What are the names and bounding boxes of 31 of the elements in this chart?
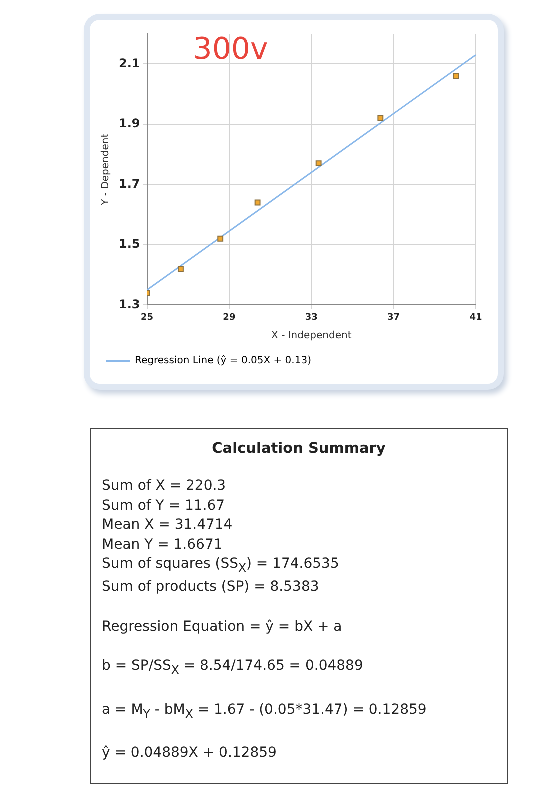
y-tick-label: 1.5	[118, 237, 140, 252]
x-axis-title: X - Independent	[272, 330, 352, 342]
point	[453, 73, 460, 80]
point	[254, 200, 261, 206]
y-tick-label: 1.7	[118, 176, 140, 191]
point	[316, 160, 322, 167]
text: Mean Y = 1.6671	[102, 536, 224, 554]
point	[178, 266, 184, 272]
text: Sum of X = 220.3	[102, 477, 228, 496]
legend-label: Regression Line (ŷ = 0.05X + 0.13)	[135, 354, 312, 367]
y-tick-label: 1.9	[118, 116, 140, 131]
y-axis-title: Y - Dependent	[100, 134, 112, 206]
point	[218, 236, 224, 242]
text: Sum of Y = 11.67	[102, 496, 226, 516]
x-tick-label: 29	[223, 312, 236, 323]
y-tick-label: 2.1	[118, 56, 140, 70]
text: a = M$_{Y}$ - bM$_{X}$ = 1.67 - (0.05*31.47) = 0.12859	[102, 700, 428, 722]
y-tick-label: 1.3	[118, 297, 140, 312]
text: Calculation Summary	[211, 441, 387, 457]
text: Sum of squares (SS$_{X}$) = 174.6535	[102, 555, 340, 577]
text: Mean X = 31.4714	[102, 516, 234, 535]
point	[378, 115, 384, 122]
x-tick-label: 25	[140, 312, 154, 323]
text: Sum of products (SP) = 8.5383	[102, 578, 320, 598]
text: b = SP/SS$_{X}$ = 8.54/174.65 = 0.04889	[102, 657, 364, 680]
x-tick-label: 41	[470, 312, 482, 323]
x-tick-label: 33	[305, 312, 318, 323]
annotation: 300v	[193, 32, 268, 67]
x-tick-label: 37	[388, 312, 400, 323]
text: Regression Equation = ŷ = bX + a	[102, 618, 344, 637]
text: ŷ = 0.04889X + 0.12859	[102, 744, 278, 763]
